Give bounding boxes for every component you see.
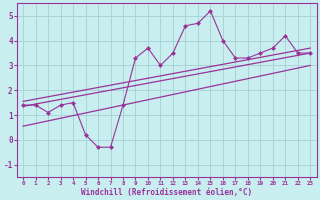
X-axis label: Windchill (Refroidissement éolien,°C): Windchill (Refroidissement éolien,°C)	[81, 188, 252, 197]
